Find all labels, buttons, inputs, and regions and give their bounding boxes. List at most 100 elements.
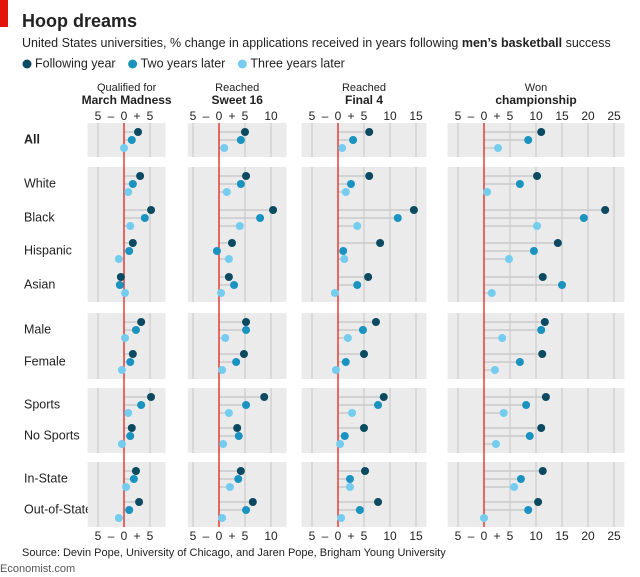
dot bbox=[376, 239, 385, 247]
dot bbox=[128, 180, 137, 188]
dot bbox=[579, 214, 588, 222]
dot bbox=[515, 180, 524, 188]
axis-sign: + bbox=[493, 529, 500, 543]
dot bbox=[347, 180, 355, 188]
axis-sign: – bbox=[468, 529, 475, 543]
dot bbox=[126, 358, 135, 366]
dot bbox=[331, 366, 340, 374]
subtitle-part: United States universities, % change in … bbox=[22, 36, 462, 50]
x-tick-label: 5 bbox=[361, 529, 368, 543]
dot bbox=[538, 350, 547, 358]
dot bbox=[524, 506, 533, 514]
x-tick-label: 5 bbox=[309, 109, 316, 123]
panel-title: Sweet 16 bbox=[212, 93, 264, 107]
dot bbox=[135, 498, 144, 506]
brand-mark bbox=[0, 0, 8, 27]
dot bbox=[122, 483, 131, 491]
dot bbox=[127, 424, 136, 432]
dot bbox=[147, 206, 156, 214]
axis-sign: + bbox=[133, 529, 140, 543]
dot bbox=[222, 188, 231, 196]
dot bbox=[345, 483, 354, 491]
dot bbox=[212, 247, 221, 255]
row-label: Asian bbox=[24, 277, 55, 291]
dot bbox=[515, 358, 524, 366]
dot bbox=[340, 432, 349, 440]
dot bbox=[490, 366, 499, 374]
dot bbox=[224, 255, 233, 263]
row-label: White bbox=[24, 176, 56, 190]
dot bbox=[487, 289, 496, 297]
axis-sign: + bbox=[228, 109, 235, 123]
dot bbox=[224, 273, 233, 281]
dot bbox=[248, 498, 257, 506]
dot bbox=[537, 326, 546, 334]
axis-sign: – bbox=[203, 109, 210, 123]
panel-band bbox=[187, 313, 287, 379]
dot bbox=[219, 440, 228, 448]
dot bbox=[236, 136, 245, 144]
dot bbox=[114, 514, 123, 522]
dot bbox=[225, 483, 234, 491]
dot bbox=[533, 222, 542, 230]
dot bbox=[242, 172, 251, 180]
dot bbox=[538, 273, 547, 281]
panel-band bbox=[187, 388, 287, 453]
row-label: Female bbox=[24, 354, 66, 368]
x-tick-label: 0 bbox=[121, 529, 128, 543]
dot bbox=[124, 188, 133, 196]
row-label: Sports bbox=[24, 397, 60, 411]
dot bbox=[534, 498, 543, 506]
dot bbox=[242, 506, 251, 514]
row-label: Male bbox=[24, 322, 51, 336]
legend-label: Three years later bbox=[250, 56, 344, 70]
x-tick-label: 5 bbox=[95, 109, 102, 123]
dot bbox=[117, 440, 126, 448]
dot bbox=[355, 506, 364, 514]
x-tick-label: 10 bbox=[383, 109, 397, 123]
axis-sign: – bbox=[108, 529, 115, 543]
subtitle-part: success bbox=[562, 36, 611, 50]
x-tick-label: 0 bbox=[481, 529, 488, 543]
dot bbox=[541, 393, 550, 401]
dot bbox=[134, 128, 143, 136]
x-tick-label: 5 bbox=[190, 529, 197, 543]
panel-title: Reached bbox=[342, 82, 386, 94]
dot bbox=[129, 475, 138, 483]
x-tick-label: 5 bbox=[190, 109, 197, 123]
dot bbox=[393, 214, 402, 222]
dot bbox=[553, 239, 562, 247]
axis-sign: – bbox=[468, 109, 475, 123]
panel-title: Reached bbox=[215, 82, 259, 94]
x-tick-label: 0 bbox=[216, 529, 223, 543]
axis-sign: + bbox=[493, 109, 500, 123]
x-tick-label: 25 bbox=[607, 529, 621, 543]
axis-sign: – bbox=[322, 529, 329, 543]
dot bbox=[236, 467, 245, 475]
footer: Economist.com bbox=[0, 563, 75, 575]
dot bbox=[361, 467, 370, 475]
x-tick-label: 0 bbox=[121, 109, 128, 123]
axis-sign: + bbox=[228, 529, 235, 543]
dot bbox=[234, 475, 243, 483]
row-label: In-State bbox=[24, 471, 68, 485]
dot bbox=[147, 393, 156, 401]
dot bbox=[114, 255, 123, 263]
dot bbox=[221, 334, 230, 342]
legend-label: Two years later bbox=[141, 56, 226, 70]
dot bbox=[239, 350, 248, 358]
dot bbox=[218, 514, 227, 522]
dot bbox=[235, 222, 244, 230]
dot bbox=[483, 188, 492, 196]
panel-band bbox=[187, 167, 287, 302]
dot bbox=[242, 401, 251, 409]
dot bbox=[126, 222, 135, 230]
dot bbox=[498, 334, 507, 342]
dot bbox=[348, 409, 357, 417]
dot bbox=[137, 318, 146, 326]
x-tick-label: 20 bbox=[581, 529, 595, 543]
axis-sign: – bbox=[322, 109, 329, 123]
dot bbox=[343, 334, 352, 342]
dot bbox=[234, 432, 243, 440]
dot bbox=[220, 144, 229, 152]
